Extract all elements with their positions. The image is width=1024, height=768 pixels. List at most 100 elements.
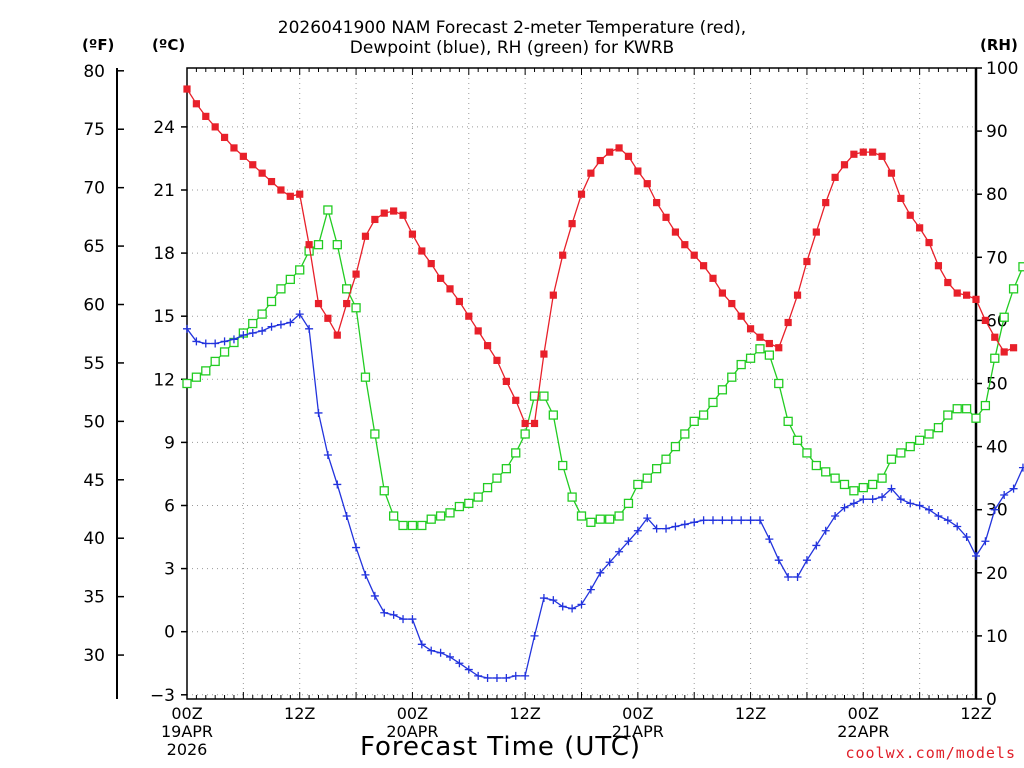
rh-point [417,520,427,531]
temperature-point [352,270,360,278]
dewpoint-point [549,596,558,605]
rh-point [877,473,887,483]
rh-point [990,353,1000,363]
celsius-tick-label: 12 [153,370,175,390]
dewpoint-point [211,339,220,348]
dewpoint-point [539,594,548,603]
dewpoint-point [1000,490,1009,499]
temperature-point [953,289,961,297]
dewpoint-point [370,591,379,600]
dewpoint-point [943,516,952,525]
fahrenheit-tick-label: 75 [83,120,105,140]
dewpoint-point [680,520,689,529]
rh-point [651,464,662,474]
rh-point [661,454,671,464]
dewpoint-point [1018,463,1024,472]
rh-point [370,429,380,439]
dewpoint-point [568,604,577,613]
dewpoint-point [577,600,586,609]
temperature-point [192,100,200,108]
x-tick-date: 2026 [166,740,208,759]
temperature-point [643,180,651,188]
dewpoint-point [229,335,238,344]
temperature-point [446,285,454,293]
fahrenheit-tick-label: 35 [83,588,105,608]
dewpoint-point [972,551,980,560]
x-tick-date: 19APR [160,722,214,741]
rh-point [642,473,652,483]
series [182,85,1024,682]
dewpoint-point [906,499,915,508]
dewpoint-point [408,615,417,624]
temperature-point [549,291,557,299]
dewpoint-point [727,516,736,525]
temperature-point [869,148,877,156]
dewpoint-point [624,537,633,546]
temperature-point [700,262,708,270]
rh-point [858,482,868,493]
dewpoint-point [962,533,971,542]
temperature-point [709,274,717,282]
rh-point [219,347,230,357]
dewpoint-point [709,516,717,525]
temperature-point [559,251,567,259]
rh-line [186,207,1024,527]
rh-tick-label: 80 [986,185,1008,205]
rh-point [435,511,446,521]
temperature-point [1000,348,1008,356]
temperature-point [314,299,323,308]
rh-point [755,344,765,354]
dewpoint-point [239,331,248,340]
fahrenheit-tick-label: 30 [83,646,105,666]
rh-point [961,404,972,414]
dewpoint-point [333,480,342,489]
rh-point [295,265,305,275]
rh-point [839,479,850,490]
rh-point [501,464,512,474]
dewpoint-point [474,671,483,680]
dewpoint-point [925,505,934,514]
rh-point [191,372,202,382]
temperature-point [634,167,642,175]
dewpoint-point [220,337,229,346]
dewpoint-point [427,646,436,655]
temperature-point [718,289,726,297]
dewpoint-point [286,318,295,327]
temperature-point [343,299,351,308]
rh-point [332,240,342,250]
temperature-point [455,297,463,306]
rh-unit-label: (RH) [980,36,1018,54]
temperature-point [906,211,914,219]
dewpoint-point [530,631,539,640]
rh-point [492,473,502,483]
dewpoint-point [784,573,793,582]
celsius-tick-label: 9 [164,433,175,453]
rh-point [388,511,399,521]
dewpoint-point [690,518,699,527]
credit-text: coolwx.com/models [845,744,1016,762]
temperature-point [624,152,633,160]
x-tick-date: 22APR [837,722,890,741]
x-tick-label: 12Z [495,705,555,723]
dewpoint-point [915,501,924,510]
temperature-point [1009,344,1018,352]
rh-point [454,501,465,512]
dewpoint-point [586,585,595,594]
temperature-point [737,312,745,320]
dewpoint-point [981,537,990,546]
temperature-point [220,133,229,142]
rh-point [717,385,728,395]
temperature-point [765,339,773,348]
temperature-point [606,148,614,156]
dewpoint-point [267,322,276,331]
dewpoint-point [399,615,408,624]
dewpoint-point [755,516,764,525]
temperature-point [493,356,501,364]
dewpoint-point [192,337,201,346]
rh-point [182,378,192,389]
temperature-point [991,333,999,341]
temperature-point [681,241,689,249]
x-tick-label: 00Z 19APR 2026 [157,705,217,759]
x-tick-label: 00Z 21APR [608,705,668,741]
celsius-tick-label: 0 [164,623,175,643]
